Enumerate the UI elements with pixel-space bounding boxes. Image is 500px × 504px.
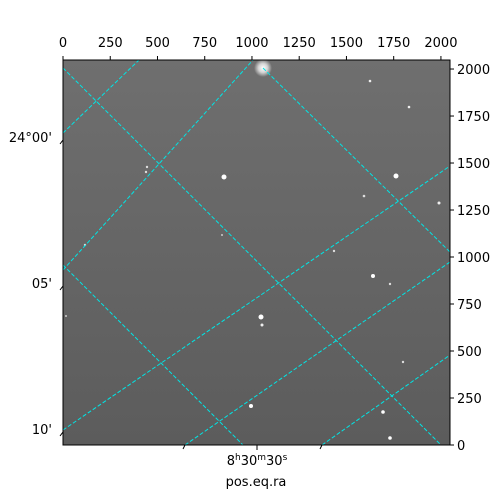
x-tick-label: 1250 xyxy=(283,36,316,51)
y-tick-label: 1750 xyxy=(457,110,490,125)
ra-tick-part: m xyxy=(257,453,266,463)
x-tick-label: 1750 xyxy=(377,36,410,51)
dec-tick xyxy=(59,285,64,291)
x-tick-label: 750 xyxy=(192,36,217,51)
ra-tick xyxy=(182,444,186,450)
coordinate-grid xyxy=(62,59,451,446)
dec-ticks: 24°00' 05' 10' xyxy=(9,131,64,438)
dec-tick xyxy=(59,139,64,145)
y-tick-label: 1500 xyxy=(457,157,490,172)
x-tick-label: 0 xyxy=(59,36,67,51)
ra-tick-part: 30 xyxy=(241,454,258,469)
y-tick-label: 1250 xyxy=(457,204,490,219)
x-tick-label: 500 xyxy=(145,36,170,51)
x-tick-label: 2000 xyxy=(424,36,457,51)
y-tick-label: 2000 xyxy=(457,63,490,78)
y-tick-label: 250 xyxy=(457,392,482,407)
ra-tick xyxy=(319,444,323,450)
dec-tick-label: 05' xyxy=(32,277,52,292)
y-tick-label: 1000 xyxy=(457,251,490,266)
ra-tick-part: s xyxy=(283,453,288,463)
dec-tick-label: 24°00' xyxy=(9,131,52,146)
dec-tick xyxy=(59,431,64,437)
ra-tick-part: 30 xyxy=(266,454,283,469)
x-tick-label: 250 xyxy=(98,36,123,51)
ra-tick-label: 8h30m30s xyxy=(227,453,288,469)
x-axis-label: pos.eq.ra xyxy=(226,475,287,490)
dec-tick-label: 10' xyxy=(32,423,52,438)
y-tick-label: 750 xyxy=(457,298,482,313)
x-tick-label: 1000 xyxy=(235,36,268,51)
y-tick-label: 0 xyxy=(457,439,465,454)
sky-image xyxy=(63,59,450,445)
y-tick-label: 500 xyxy=(457,345,482,360)
ra-tick-part: 8 xyxy=(227,454,235,469)
x-tick-label: 1500 xyxy=(330,36,363,51)
ra-tick-part: h xyxy=(235,453,241,463)
